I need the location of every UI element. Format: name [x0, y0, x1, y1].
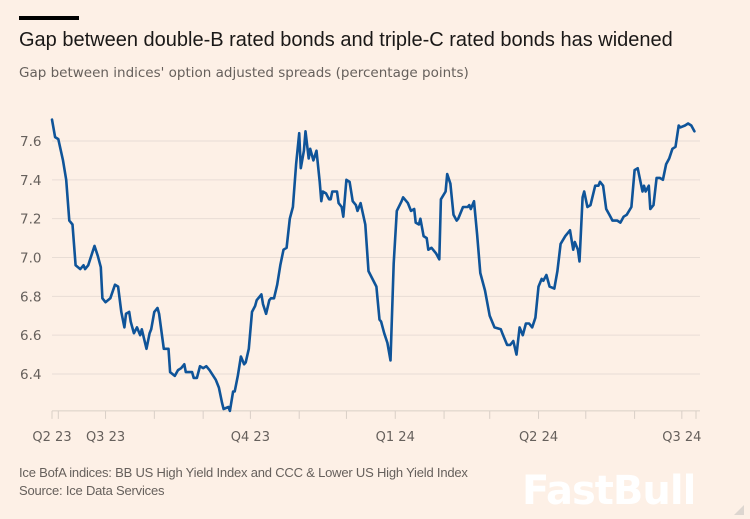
- y-tick-label: 7.0: [20, 251, 41, 267]
- watermark-logo: FastBull: [522, 468, 696, 514]
- series-line: [50, 118, 696, 413]
- y-tick-label: 7.2: [20, 212, 41, 228]
- chart-subtitle: Gap between indices' option adjusted spr…: [19, 65, 469, 81]
- x-tick-label: Q1 24: [376, 430, 415, 445]
- chart-title: Gap between double-B rated bonds and tri…: [19, 29, 673, 51]
- y-tick-label: 6.4: [20, 367, 41, 383]
- y-tick-label: 6.6: [20, 328, 41, 344]
- x-tick-label: Q2 24: [519, 430, 558, 445]
- x-tick-label: Q3 24: [662, 430, 701, 445]
- y-tick-label: 7.4: [20, 173, 41, 189]
- source-note: Source: Ice Data Services: [19, 483, 165, 498]
- y-tick-label: 7.6: [20, 134, 41, 150]
- series-lines: [50, 118, 696, 413]
- x-tick-label: Q2 23: [32, 430, 71, 445]
- y-tick-label: 6.8: [20, 289, 41, 305]
- x-tick-label: Q3 23: [86, 430, 125, 445]
- x-tick-label: Q4 23: [231, 430, 270, 445]
- y-axis: 6.4 6.6 6.8 7.0 7.2 7.4 7.6: [20, 134, 41, 383]
- footnote: Ice BofA indices: BB US High Yield Index…: [19, 465, 468, 480]
- gridlines: [52, 140, 700, 375]
- header-rule: [19, 16, 79, 20]
- resize-handle-icon: [734, 505, 744, 515]
- x-axis: Q2 23 Q3 23 Q4 23 Q1 24 Q2 24 Q3 24: [32, 410, 701, 445]
